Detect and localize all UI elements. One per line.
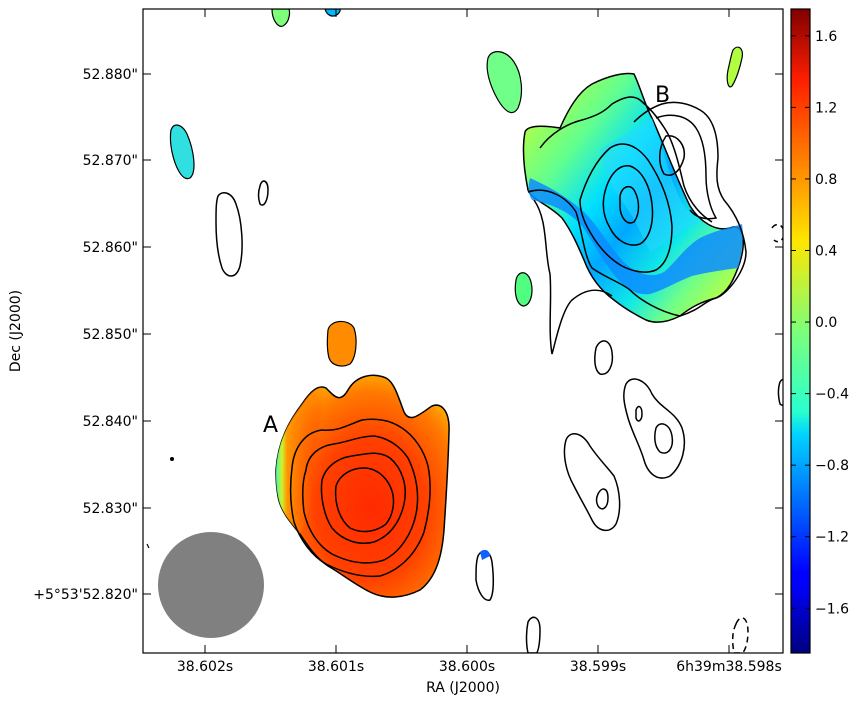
y-tick-label: 52.840" xyxy=(83,414,138,430)
y-tick-label: 52.830" xyxy=(83,501,138,517)
contour-iso-1 xyxy=(215,191,243,277)
blob-upper-right-1 xyxy=(486,51,523,114)
y-axis: 52.880" 52.870" 52.860" 52.850" 52.840" 52.83… xyxy=(33,67,783,603)
colorbar-tick-label: 0.8 xyxy=(815,172,837,188)
y-tick-label: 52.850" xyxy=(83,327,138,343)
blob-orange xyxy=(326,320,357,367)
contour-b-4 xyxy=(655,114,718,220)
contour-a-1 xyxy=(289,418,431,578)
contour-b-2 xyxy=(533,199,613,355)
x-axis: 38.602s 38.601s 38.600s 38.599s 6h39m38.598s xyxy=(177,9,782,675)
colorbar-tick-label: 1.6 xyxy=(815,29,837,45)
colorbar-tick-label: −0.4 xyxy=(815,387,849,403)
y-tick-label: +5°53'52.820" xyxy=(33,587,138,603)
contour-iso-4 xyxy=(563,433,621,532)
contour-iso-8 xyxy=(635,405,643,422)
contour-b-8 xyxy=(619,185,640,224)
y-tick-label: 52.880" xyxy=(83,67,138,83)
contour-iso-2 xyxy=(257,180,269,206)
colorbar xyxy=(790,8,811,654)
contour-neg-2 xyxy=(771,223,783,243)
blob-small-blue xyxy=(480,549,490,560)
map-layer xyxy=(146,9,783,653)
noise-tick-1 xyxy=(146,543,150,549)
colorbar-tick-label: −1.6 xyxy=(815,601,849,617)
contour-iso-6 xyxy=(623,378,686,479)
contour-b-5 xyxy=(659,135,686,176)
contour-iso-11 xyxy=(777,378,783,406)
blob-far-right xyxy=(726,46,743,88)
colorbar-tick-label: −0.8 xyxy=(815,458,849,474)
contour-b-3 xyxy=(539,96,713,223)
plot-frame xyxy=(142,8,784,654)
x-tick-label: 38.599s xyxy=(570,659,626,675)
contour-neg-1 xyxy=(731,617,749,653)
contour-iso-3 xyxy=(594,340,614,375)
x-tick-label: 6h39m38.598s xyxy=(676,659,782,675)
x-tick-label: 38.601s xyxy=(308,659,364,675)
blob-left-1 xyxy=(169,124,195,180)
x-tick-label: 38.602s xyxy=(177,659,233,675)
source-label-a: A xyxy=(263,413,278,438)
colorbar-tick-label: 0.4 xyxy=(815,244,837,260)
source-label-b: B xyxy=(655,83,670,108)
colorbar-ticks: 1.6 1.2 0.8 0.4 0.0 −0.4 −0.8 −1.2 −1.6 xyxy=(791,29,849,617)
contour-b-7 xyxy=(602,165,654,246)
x-axis-title: RA (J2000) xyxy=(426,680,500,696)
contour-b-6 xyxy=(579,143,673,273)
x-tick-label: 38.600s xyxy=(439,659,495,675)
contour-iso-7 xyxy=(654,423,674,454)
source-a-cool-edge xyxy=(276,386,326,534)
y-tick-label: 52.870" xyxy=(83,153,138,169)
y-axis-title: Dec (J2000) xyxy=(8,290,24,372)
source-b-blue-band-edge xyxy=(600,118,700,252)
y-tick-label: 52.860" xyxy=(83,240,138,256)
blob-small-green xyxy=(514,272,533,307)
contour-a-3 xyxy=(320,452,406,544)
colorbar-tick-label: 1.2 xyxy=(815,100,837,116)
contour-iso-10 xyxy=(525,616,541,653)
source-b-blue-band xyxy=(528,178,743,295)
colorbar-tick-label: 0.0 xyxy=(815,315,837,331)
contour-a-2 xyxy=(301,435,419,564)
blob-top-1 xyxy=(271,9,291,27)
noise-dot-1 xyxy=(170,457,174,461)
beam-ellipse xyxy=(158,532,264,638)
colorbar-tick-label: −1.2 xyxy=(815,530,849,546)
contour-iso-5 xyxy=(595,488,609,510)
contour-b-1 xyxy=(527,101,747,317)
contour-a-4 xyxy=(334,467,395,533)
